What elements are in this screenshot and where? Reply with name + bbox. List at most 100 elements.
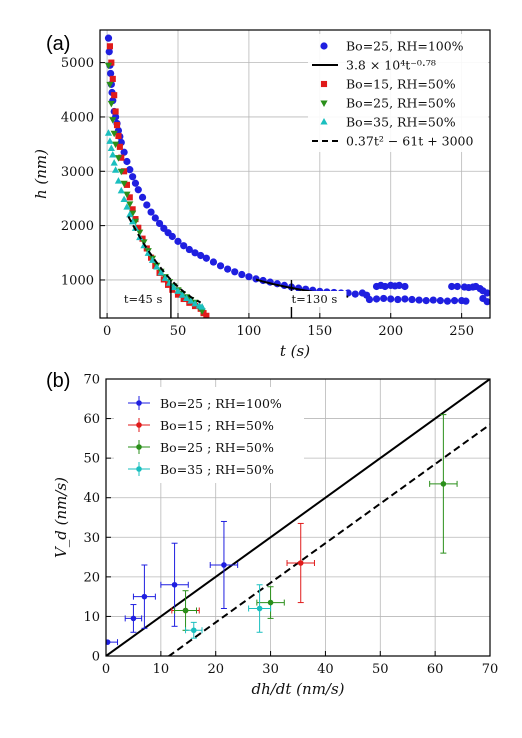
data-point [106,81,114,89]
legend-label: 3.8 × 10⁴t⁻⁰·⁷⁸ [346,58,436,73]
fit-line [127,216,202,304]
data-point [387,295,395,303]
data-point [120,195,128,203]
x-tick-label: 20 [207,662,224,677]
data-point [117,186,125,194]
data-point [114,155,123,162]
data-point [109,117,117,124]
data-point [129,210,137,218]
data-point [453,282,461,291]
data-point [115,132,122,140]
data-point [174,291,182,298]
legend-marker [136,466,142,472]
data-point [107,69,115,78]
data-point [190,627,197,634]
data-point [114,177,123,184]
data-point [109,151,117,158]
y-tick-label: 10 [83,610,100,625]
data-point [174,287,182,294]
annotation-label: t=130 s [291,292,337,306]
data-point [155,219,164,228]
data-point [161,274,169,281]
x-tick-label: 200 [378,324,403,339]
x-tick-label: 250 [449,324,474,339]
reference-line [106,379,490,656]
data-point [130,615,137,622]
data-point [112,108,119,115]
x-tick-label: 10 [153,662,170,677]
data-point [109,75,116,82]
data-point [107,100,115,108]
data-point [157,268,165,276]
panel-a: t=45 s t=130 s 0 50 100 150 200 250 1000 2000 3000… [32,29,491,360]
data-point [174,237,182,245]
data-point [108,59,115,66]
data-point [182,607,189,614]
x-tick-label: 50 [170,324,187,339]
data-point [245,273,253,281]
x-axis-label: dh/dt (nm/s) [251,680,344,698]
y-tick-label: 40 [83,491,100,506]
data-point [440,481,447,487]
data-point [104,34,113,42]
data-point [126,210,134,218]
data-point [178,291,186,298]
data-point [126,166,134,174]
legend-b: Bo=25 ; RH=100% Bo=15 ; RH=50% Bo=25 ; RH=… [114,387,304,483]
data-point [191,299,199,307]
data-point [129,173,137,181]
data-point [198,303,206,310]
legend-marker [136,444,142,450]
data-point [256,605,263,612]
data-point [395,281,403,289]
data-point [141,593,148,600]
y-axis-label: h (nm) [32,149,50,199]
data-point [408,295,416,304]
y-tick-label: 2000 [61,219,94,234]
data-point [111,92,118,99]
data-point [143,201,151,209]
data-point [252,275,260,283]
y-tick-label: 50 [83,452,100,467]
plot-frame-b [105,378,491,657]
panel-label-a: (a) [46,33,70,55]
data-point [483,289,490,297]
data-point [105,48,113,56]
plot-area-b [106,379,490,656]
y-tick-label: 4000 [61,110,94,125]
data-point [203,312,210,318]
data-point [202,254,210,262]
x-tick-label: 30 [262,662,279,677]
data-point [121,168,128,175]
data-point [221,562,227,568]
panel-label-b: (b) [46,370,70,392]
y-tick-label: 1000 [61,273,94,288]
x-tick-label: 40 [317,662,334,677]
data-point [365,295,374,304]
legend-marker [320,118,328,125]
y-axis-label: V_d (nm/s) [52,477,70,558]
legend-label: Bo=25 ; RH=100% [160,396,282,411]
x-tick-label: 70 [482,662,499,677]
data-point [170,283,178,291]
data-point [112,166,120,173]
data-point [126,201,134,208]
data-point [106,137,114,144]
x-tick-label: 150 [307,324,332,339]
data-point [422,297,430,305]
x-tick-label: 60 [427,662,444,677]
data-point [380,294,388,303]
annotation-box [288,291,347,307]
y-tick-label: 60 [83,412,100,427]
data-point [429,296,437,304]
data-point [129,206,136,213]
data-point [168,232,176,241]
x-tick-label: 50 [372,662,389,677]
legend-marker [136,422,142,428]
data-point [401,295,409,303]
data-point [138,193,147,201]
annotation-label: t=45 s [124,292,163,306]
data-point [139,235,146,242]
data-point [110,130,118,138]
